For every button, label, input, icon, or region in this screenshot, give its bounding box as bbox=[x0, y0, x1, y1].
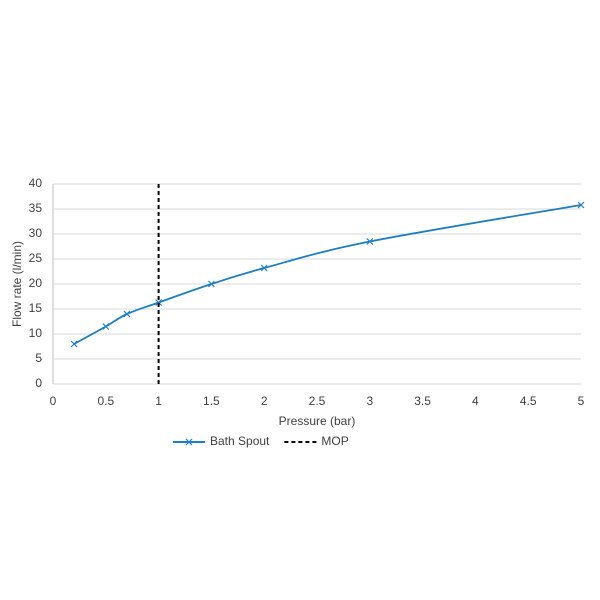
y-tick-label: 40 bbox=[29, 176, 43, 190]
y-tick-label: 10 bbox=[29, 326, 43, 340]
data-point bbox=[260, 264, 268, 272]
data-point bbox=[577, 201, 585, 209]
data-point bbox=[207, 280, 215, 288]
x-tick-label: 2.5 bbox=[309, 394, 326, 408]
y-tick-label: 25 bbox=[29, 251, 43, 265]
y-tick-label: 5 bbox=[35, 351, 42, 365]
legend-label: MOP bbox=[321, 434, 348, 448]
y-tick-label: 20 bbox=[29, 276, 43, 290]
x-tick-label: 0 bbox=[50, 394, 57, 408]
x-tick-label: 1.5 bbox=[203, 394, 220, 408]
x-tick-label: 4 bbox=[472, 394, 479, 408]
legend-label: Bath Spout bbox=[210, 434, 270, 448]
y-axis-label: Flow rate (l/min) bbox=[10, 241, 24, 327]
x-tick-label: 2 bbox=[261, 394, 268, 408]
data-point bbox=[102, 323, 110, 330]
data-point bbox=[70, 340, 78, 348]
legend-marker bbox=[185, 438, 193, 446]
x-tick-label: 3 bbox=[366, 394, 373, 408]
x-tick-label: 4.5 bbox=[520, 394, 537, 408]
x-tick-label: 1 bbox=[155, 394, 162, 408]
y-tick-label: 30 bbox=[29, 226, 43, 240]
x-tick-label: 3.5 bbox=[414, 394, 431, 408]
series-line bbox=[73, 204, 582, 345]
y-tick-label: 0 bbox=[35, 376, 42, 390]
y-tick-label: 35 bbox=[29, 201, 43, 215]
x-tick-label: 0.5 bbox=[97, 394, 114, 408]
y-tick-label: 15 bbox=[29, 301, 43, 315]
data-point bbox=[155, 299, 163, 306]
x-tick-label: 5 bbox=[578, 394, 585, 408]
data-point bbox=[366, 238, 374, 245]
data-point bbox=[123, 310, 131, 318]
x-axis-label: Pressure (bar) bbox=[279, 414, 356, 428]
